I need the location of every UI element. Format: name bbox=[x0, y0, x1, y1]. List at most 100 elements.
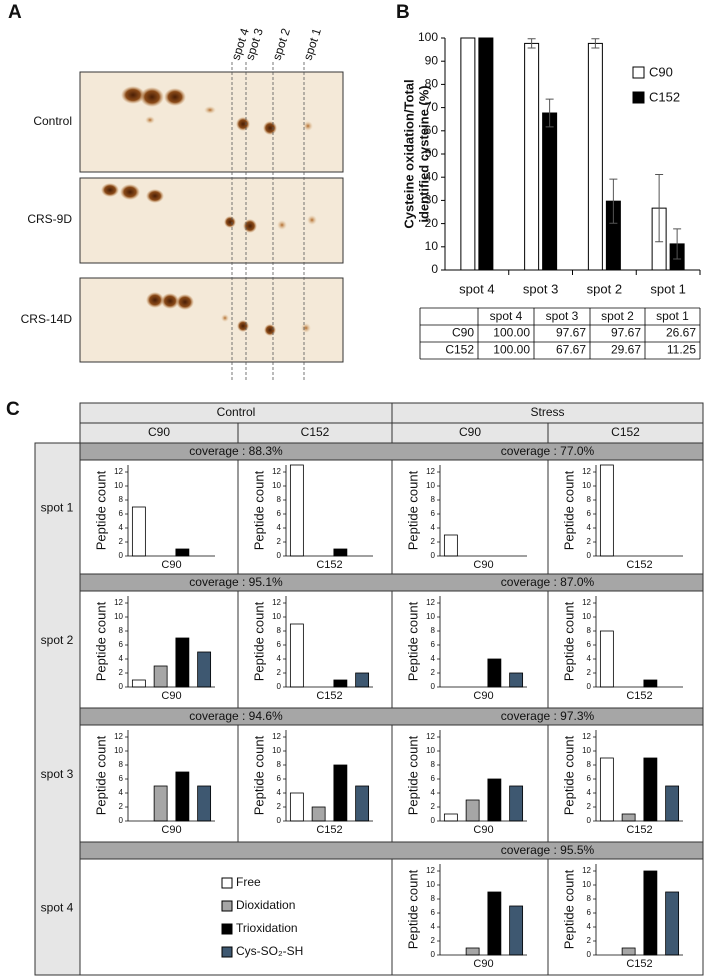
bar bbox=[443, 813, 458, 822]
table-cell: 97.67 bbox=[611, 326, 641, 340]
coverage-bar bbox=[79, 707, 704, 726]
gel-spot bbox=[221, 314, 229, 322]
error-bar bbox=[527, 38, 536, 49]
y-tick-label: 10 bbox=[426, 612, 435, 621]
y-tick-label: 2 bbox=[277, 802, 282, 811]
row-header: spot 4 bbox=[41, 901, 74, 915]
bar bbox=[333, 548, 348, 557]
y-tick-label: 10 bbox=[425, 239, 439, 253]
y-tick-label: 12 bbox=[426, 467, 435, 476]
y-tick-label: 10 bbox=[582, 746, 591, 755]
y-axis-label: Peptide count bbox=[561, 869, 576, 949]
y-tick-label: 2 bbox=[431, 802, 436, 811]
y-tick-label: 10 bbox=[272, 612, 281, 621]
y-tick-label: 0 bbox=[587, 551, 592, 560]
gel-spot bbox=[301, 323, 311, 333]
row-header: spot 3 bbox=[41, 767, 74, 781]
y-tick-label: 50 bbox=[425, 146, 439, 160]
y-tick-label: 8 bbox=[431, 495, 436, 504]
gel bbox=[79, 177, 344, 264]
y-tick-label: 6 bbox=[587, 509, 592, 518]
y-tick-label: 20 bbox=[425, 216, 439, 230]
gel-spot bbox=[264, 324, 276, 336]
y-axis-label: Peptide count bbox=[561, 735, 576, 815]
legend-swatch bbox=[632, 66, 645, 79]
y-tick-label: 12 bbox=[582, 866, 591, 875]
gel-spot bbox=[204, 106, 216, 114]
spot-label: spot 2 bbox=[270, 26, 294, 62]
coverage-label: coverage : 97.3% bbox=[501, 709, 595, 723]
bar bbox=[643, 870, 658, 956]
gel-spot bbox=[146, 189, 164, 203]
y-tick-label: 0 bbox=[587, 682, 592, 691]
bar bbox=[289, 464, 304, 557]
bar bbox=[665, 891, 680, 956]
y-tick-label: 0 bbox=[587, 950, 592, 959]
legend-label: Dioxidation bbox=[236, 898, 295, 912]
table-row-label: C90 bbox=[452, 326, 474, 340]
coverage-bar bbox=[79, 573, 704, 592]
y-tick-label: 10 bbox=[114, 612, 123, 621]
y-tick-label: 80 bbox=[425, 77, 439, 91]
gel-spot bbox=[277, 220, 287, 230]
y-tick-label: 4 bbox=[277, 654, 282, 663]
y-tick-label: 0 bbox=[431, 262, 438, 276]
y-tick-label: 12 bbox=[272, 732, 281, 741]
y-tick-label: 12 bbox=[426, 732, 435, 741]
column-header: C152 bbox=[301, 425, 330, 439]
table-cell: 67.67 bbox=[556, 343, 586, 357]
coverage-label: coverage : 88.3% bbox=[189, 444, 283, 458]
gel-spot bbox=[101, 183, 119, 197]
bar bbox=[621, 813, 636, 822]
y-tick-label: 8 bbox=[587, 760, 592, 769]
y-tick-label: 4 bbox=[431, 523, 436, 532]
error-bar bbox=[591, 38, 600, 49]
bar bbox=[175, 637, 190, 688]
y-tick-label: 12 bbox=[272, 598, 281, 607]
bar bbox=[131, 679, 146, 688]
legend-label: C152 bbox=[649, 89, 680, 104]
y-tick-label: 4 bbox=[587, 654, 592, 663]
y-tick-label: 2 bbox=[119, 802, 124, 811]
x-tick-label: spot 2 bbox=[587, 281, 622, 296]
y-tick-label: 6 bbox=[431, 640, 436, 649]
y-axis-label: Peptide count bbox=[561, 470, 576, 550]
y-axis-label: Peptide count bbox=[251, 735, 266, 815]
legend-swatch bbox=[632, 91, 645, 104]
bar bbox=[599, 464, 614, 557]
table-cell: 11.25 bbox=[667, 343, 696, 357]
coverage-label: coverage : 95.1% bbox=[189, 575, 283, 589]
y-tick-label: 6 bbox=[277, 640, 282, 649]
bar bbox=[487, 658, 502, 688]
column-header: C90 bbox=[459, 425, 481, 439]
group-header: Control bbox=[217, 405, 256, 419]
y-axis-label: Peptide count bbox=[93, 735, 108, 815]
y-tick-label: 6 bbox=[119, 774, 124, 783]
bar bbox=[465, 947, 480, 956]
bar bbox=[465, 799, 480, 822]
bar bbox=[153, 665, 168, 688]
y-tick-label: 0 bbox=[277, 551, 282, 560]
gel-spot bbox=[145, 116, 155, 124]
bar bbox=[542, 112, 558, 271]
coverage-label: coverage : 94.6% bbox=[189, 709, 283, 723]
y-tick-label: 2 bbox=[277, 668, 282, 677]
legend-swatch bbox=[221, 877, 233, 889]
row-header: spot 1 bbox=[41, 501, 74, 515]
y-tick-label: 100 bbox=[418, 30, 438, 44]
gel-spot bbox=[263, 121, 277, 135]
bar bbox=[355, 672, 370, 688]
x-axis-label: C152 bbox=[626, 958, 652, 970]
y-tick-label: 4 bbox=[431, 788, 436, 797]
y-tick-label: 6 bbox=[119, 509, 124, 518]
y-tick-label: 6 bbox=[587, 774, 592, 783]
bar bbox=[311, 806, 326, 822]
legend-swatch bbox=[221, 946, 233, 958]
x-axis-label: C90 bbox=[473, 824, 493, 836]
bar bbox=[289, 792, 304, 822]
y-tick-label: 12 bbox=[426, 598, 435, 607]
gel-spot bbox=[224, 216, 236, 228]
x-tick-label: spot 4 bbox=[459, 281, 494, 296]
y-tick-label: 12 bbox=[114, 467, 123, 476]
bar bbox=[509, 905, 524, 956]
